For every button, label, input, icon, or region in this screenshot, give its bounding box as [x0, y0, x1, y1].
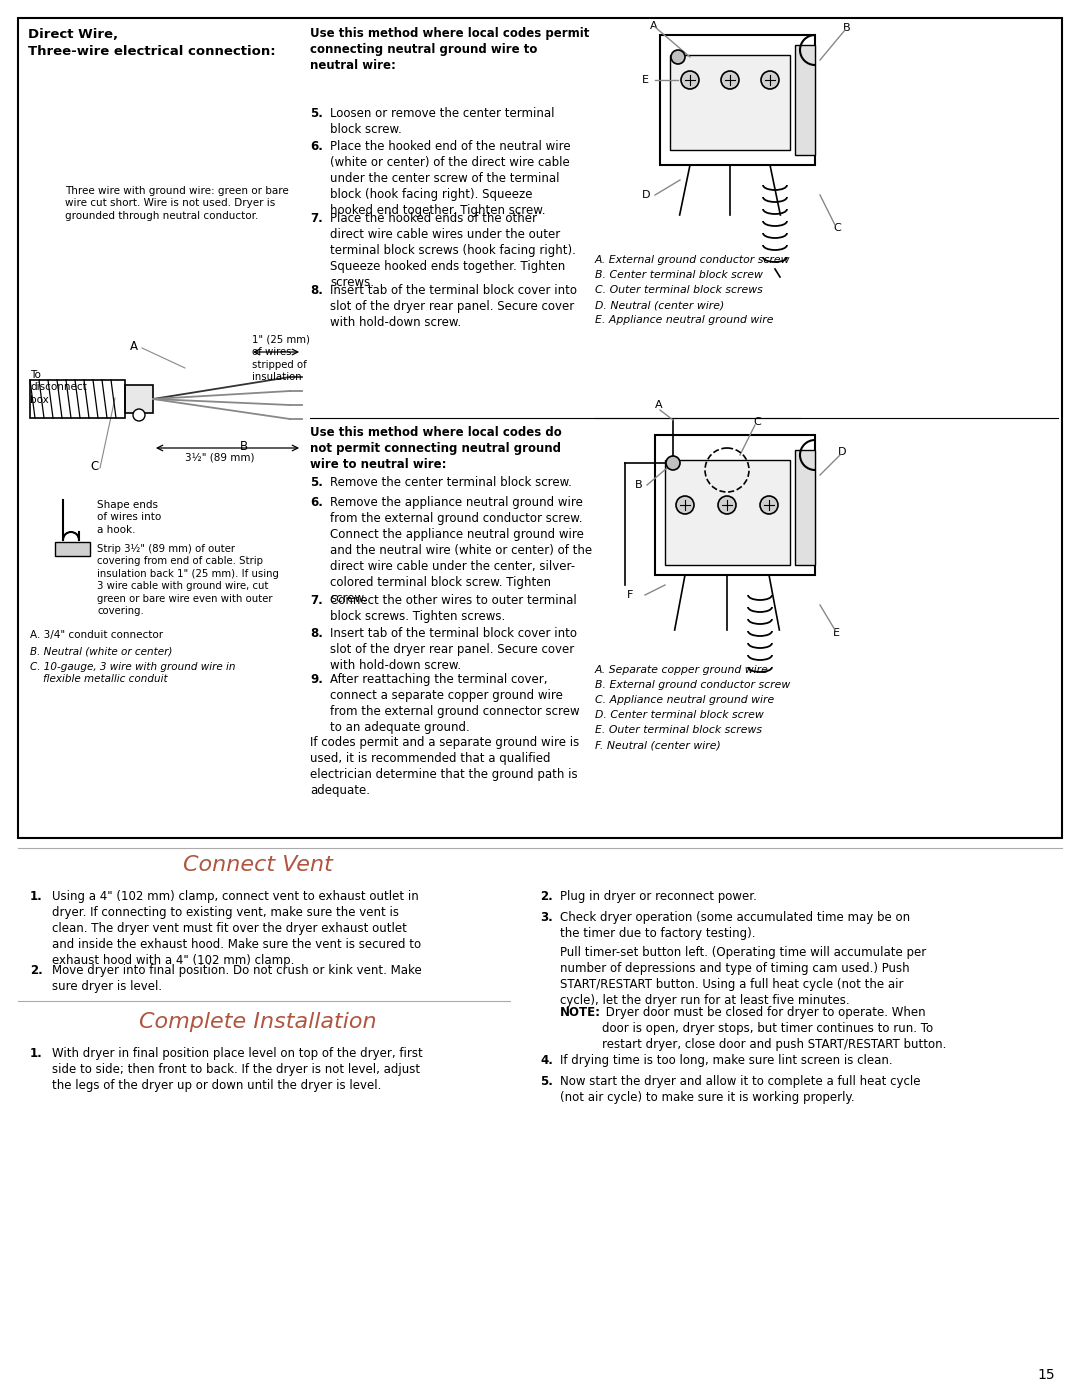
- Text: 7.: 7.: [310, 594, 323, 608]
- Text: Remove the center terminal block screw.: Remove the center terminal block screw.: [330, 476, 572, 489]
- Text: Using a 4" (102 mm) clamp, connect vent to exhaust outlet in
dryer. If connectin: Using a 4" (102 mm) clamp, connect vent …: [52, 890, 421, 967]
- Text: Plug in dryer or reconnect power.: Plug in dryer or reconnect power.: [561, 890, 757, 902]
- Text: Use this method where local codes permit
connecting neutral ground wire to
neutr: Use this method where local codes permit…: [310, 27, 590, 73]
- Bar: [30, 380, 125, 418]
- Text: Direct Wire,: Direct Wire,: [28, 28, 118, 41]
- Bar: [670, 54, 789, 149]
- Bar: [795, 450, 815, 564]
- Text: C: C: [90, 460, 98, 474]
- Text: C. 10-gauge, 3 wire with ground wire in
    flexible metallic conduit: C. 10-gauge, 3 wire with ground wire in …: [30, 662, 235, 685]
- Text: 5.: 5.: [540, 1076, 553, 1088]
- Bar: [125, 386, 153, 414]
- Text: +: +: [136, 411, 143, 419]
- Text: A: A: [130, 339, 138, 353]
- Text: F. Neutral (center wire): F. Neutral (center wire): [595, 740, 720, 750]
- Text: 4.: 4.: [540, 1053, 553, 1067]
- Circle shape: [671, 50, 685, 64]
- Text: 6.: 6.: [310, 496, 323, 509]
- Text: A: A: [650, 21, 658, 31]
- Text: Connect Vent: Connect Vent: [184, 855, 333, 875]
- Text: Move dryer into final position. Do not crush or kink vent. Make
sure dryer is le: Move dryer into final position. Do not c…: [52, 964, 422, 993]
- Text: 8.: 8.: [310, 627, 323, 640]
- Text: 1" (25 mm)
of wires
stripped of
insulation: 1" (25 mm) of wires stripped of insulati…: [252, 335, 310, 383]
- Text: Complete Installation: Complete Installation: [139, 1013, 377, 1032]
- Text: B: B: [843, 22, 851, 34]
- Bar: [665, 460, 789, 564]
- Text: C. Appliance neutral ground wire: C. Appliance neutral ground wire: [595, 694, 774, 705]
- Text: With dryer in final position place level on top of the dryer, first
side to side: With dryer in final position place level…: [52, 1048, 422, 1092]
- Text: 7.: 7.: [310, 212, 323, 225]
- Text: B: B: [240, 440, 248, 453]
- Text: Check dryer operation (some accumulated time may be on
the timer due to factory : Check dryer operation (some accumulated …: [561, 911, 910, 940]
- Text: 9.: 9.: [310, 673, 323, 686]
- Text: 5.: 5.: [310, 108, 323, 120]
- Text: After reattaching the terminal cover,
connect a separate copper ground wire
from: After reattaching the terminal cover, co…: [330, 673, 580, 733]
- Bar: [18, 18, 1062, 838]
- Text: 15: 15: [1038, 1368, 1055, 1382]
- Text: A. Separate copper ground wire: A. Separate copper ground wire: [595, 665, 769, 675]
- Text: C. Outer terminal block screws: C. Outer terminal block screws: [595, 285, 762, 295]
- Text: 3½" (89 mm): 3½" (89 mm): [185, 453, 255, 462]
- Circle shape: [721, 71, 739, 89]
- Text: Pull timer-set button left. (Operating time will accumulate per
number of depres: Pull timer-set button left. (Operating t…: [561, 946, 927, 1007]
- Text: 1.: 1.: [30, 1048, 43, 1060]
- Bar: [795, 45, 815, 155]
- Text: If drying time is too long, make sure lint screen is clean.: If drying time is too long, make sure li…: [561, 1053, 893, 1067]
- Text: D. Center terminal block screw: D. Center terminal block screw: [595, 710, 764, 719]
- Text: C: C: [753, 416, 760, 427]
- Text: B: B: [635, 481, 643, 490]
- Text: Strip 3½" (89 mm) of outer
covering from end of cable. Strip
insulation back 1" : Strip 3½" (89 mm) of outer covering from…: [97, 543, 279, 616]
- Text: D: D: [838, 447, 847, 457]
- Text: C: C: [833, 224, 840, 233]
- Text: Remove the appliance neutral ground wire
from the external ground conductor scre: Remove the appliance neutral ground wire…: [330, 496, 592, 605]
- Text: 1.: 1.: [30, 890, 43, 902]
- Text: Three-wire electrical connection:: Three-wire electrical connection:: [28, 45, 275, 59]
- Text: Now start the dryer and allow it to complete a full heat cycle
(not air cycle) t: Now start the dryer and allow it to comp…: [561, 1076, 920, 1104]
- Circle shape: [666, 455, 680, 469]
- Circle shape: [718, 496, 735, 514]
- Text: A: A: [654, 400, 663, 409]
- Text: E: E: [833, 629, 840, 638]
- Text: Connect the other wires to outer terminal
block screws. Tighten screws.: Connect the other wires to outer termina…: [330, 594, 577, 623]
- Text: E. Appliance neutral ground wire: E. Appliance neutral ground wire: [595, 314, 773, 326]
- Circle shape: [760, 496, 778, 514]
- Circle shape: [676, 496, 694, 514]
- Text: B. External ground conductor screw: B. External ground conductor screw: [595, 680, 791, 690]
- Text: F: F: [627, 590, 633, 599]
- Text: Use this method where local codes do
not permit connecting neutral ground
wire t: Use this method where local codes do not…: [310, 426, 562, 471]
- Circle shape: [761, 71, 779, 89]
- Text: D: D: [642, 190, 650, 200]
- Text: 8.: 8.: [310, 284, 323, 298]
- Text: 2.: 2.: [30, 964, 43, 977]
- Bar: [55, 542, 90, 556]
- Text: 5.: 5.: [310, 476, 323, 489]
- Circle shape: [681, 71, 699, 89]
- Text: Place the hooked end of the neutral wire
(white or center) of the direct wire ca: Place the hooked end of the neutral wire…: [330, 140, 570, 217]
- Text: Shape ends
of wires into
a hook.: Shape ends of wires into a hook.: [97, 500, 161, 535]
- Text: A. External ground conductor screw: A. External ground conductor screw: [595, 256, 791, 265]
- Text: A. 3/4" conduit connector: A. 3/4" conduit connector: [30, 630, 163, 640]
- Text: Three wire with ground wire: green or bare
wire cut short. Wire is not used. Dry: Three wire with ground wire: green or ba…: [65, 186, 288, 221]
- Text: Dryer door must be closed for dryer to operate. When
door is open, dryer stops, : Dryer door must be closed for dryer to o…: [602, 1006, 946, 1052]
- Text: 3.: 3.: [540, 911, 553, 925]
- Text: Place the hooked ends of the other
direct wire cable wires under the outer
termi: Place the hooked ends of the other direc…: [330, 212, 576, 289]
- Text: NOTE:: NOTE:: [561, 1006, 600, 1020]
- Text: E: E: [642, 75, 649, 85]
- Text: Insert tab of the terminal block cover into
slot of the dryer rear panel. Secure: Insert tab of the terminal block cover i…: [330, 627, 577, 672]
- Text: 6.: 6.: [310, 140, 323, 154]
- Bar: [654, 434, 815, 576]
- Text: E. Outer terminal block screws: E. Outer terminal block screws: [595, 725, 762, 735]
- Text: To
disconnect
box: To disconnect box: [30, 370, 86, 405]
- Text: If codes permit and a separate ground wire is
used, it is recommended that a qua: If codes permit and a separate ground wi…: [310, 736, 579, 798]
- Circle shape: [133, 409, 145, 420]
- Bar: [660, 35, 815, 165]
- Text: 2.: 2.: [540, 890, 553, 902]
- Text: D. Neutral (center wire): D. Neutral (center wire): [595, 300, 725, 310]
- Text: Loosen or remove the center terminal
block screw.: Loosen or remove the center terminal blo…: [330, 108, 554, 136]
- Text: B. Neutral (white or center): B. Neutral (white or center): [30, 645, 173, 657]
- Text: B. Center terminal block screw: B. Center terminal block screw: [595, 270, 762, 279]
- Text: Insert tab of the terminal block cover into
slot of the dryer rear panel. Secure: Insert tab of the terminal block cover i…: [330, 284, 577, 330]
